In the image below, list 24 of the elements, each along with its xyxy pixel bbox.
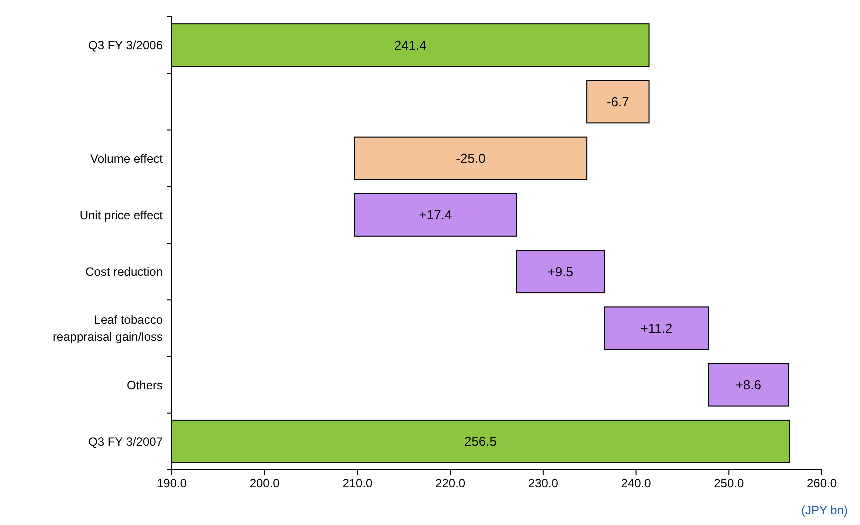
x-tick-label: 240.0 bbox=[621, 476, 652, 491]
x-tick-label: 190.0 bbox=[156, 476, 188, 491]
y-tick-label: Volume effect bbox=[90, 152, 164, 166]
x-tick-label: 260.0 bbox=[806, 476, 838, 491]
x-tick-label: 210.0 bbox=[342, 476, 374, 491]
y-tick-label: Q3 FY 3/2007 bbox=[88, 434, 164, 449]
y-tick-label: Others bbox=[126, 378, 163, 392]
text: (JPY bn) bbox=[802, 504, 848, 518]
x-tick-label: 250.0 bbox=[714, 476, 744, 491]
x-tick-label: 220.0 bbox=[436, 476, 466, 491]
data-label: -25.0 bbox=[456, 151, 486, 166]
x-tick-label: 230.0 bbox=[528, 476, 559, 491]
data-label: +17.4 bbox=[419, 208, 452, 223]
y-tick-label: Q3 FY 3/2006 bbox=[88, 38, 164, 53]
y-tick-label: Leaf tobacco reappraisal gain/loss bbox=[52, 313, 164, 344]
y-tick-label: Cost reduction bbox=[86, 265, 163, 280]
data-label: +9.5 bbox=[548, 264, 574, 280]
data-label: 256.5 bbox=[464, 434, 498, 450]
y-tick-label: Unit price effect bbox=[80, 208, 164, 222]
data-label: +11.2 bbox=[640, 320, 673, 336]
data-label: -6.7 bbox=[606, 94, 630, 110]
data-label: +8.6 bbox=[736, 378, 762, 393]
data-label: 241.4 bbox=[394, 38, 427, 53]
x-tick-label: 200.0 bbox=[250, 476, 280, 491]
